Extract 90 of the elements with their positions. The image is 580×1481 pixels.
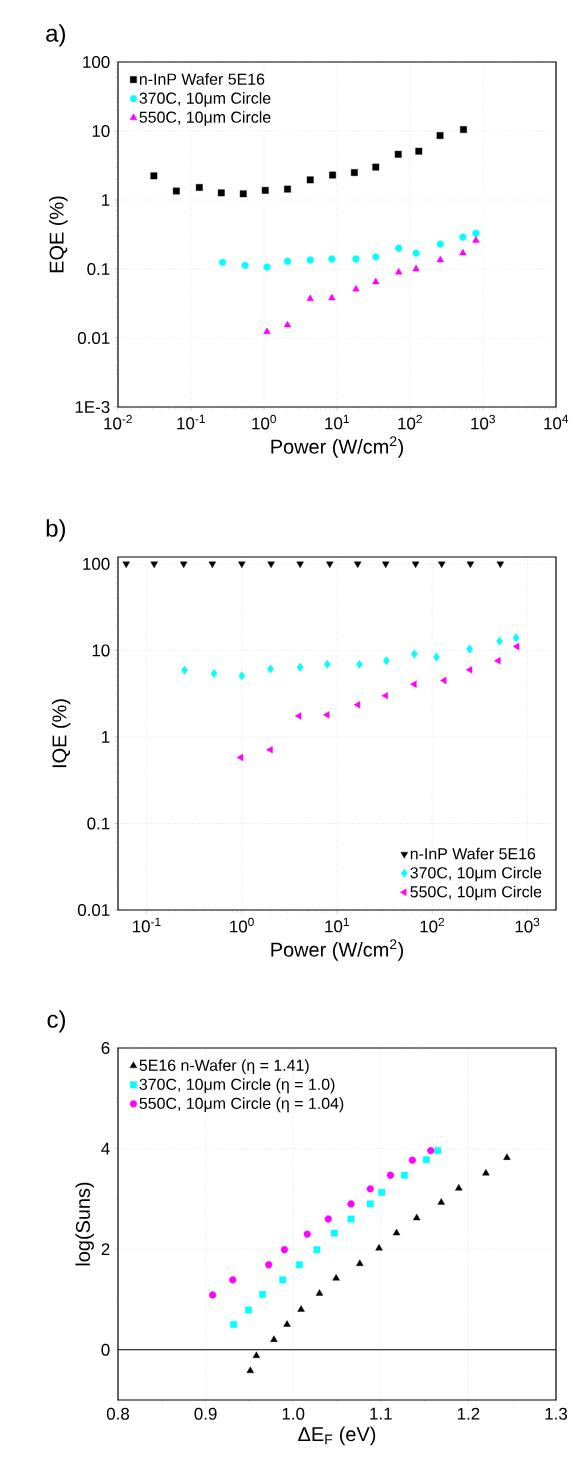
point xyxy=(252,1351,261,1358)
point xyxy=(209,1291,217,1299)
x-tick-label: 1.0 xyxy=(282,1407,305,1420)
y-tick-label: 0.01 xyxy=(77,332,110,345)
x-tick-label: 0.9 xyxy=(194,1407,217,1420)
y-axis-title: IQE (%) xyxy=(51,699,71,768)
point xyxy=(434,1147,442,1155)
point xyxy=(427,1147,435,1155)
chart-title: a) xyxy=(46,24,65,47)
x-tick-label: 10$^{-2}$ xyxy=(104,414,132,430)
point xyxy=(332,1274,340,1281)
point xyxy=(265,1261,273,1269)
point xyxy=(297,1305,305,1312)
point xyxy=(230,1321,238,1328)
y-tick-label: 1 xyxy=(102,731,110,743)
x-tick-label: 10$^{3}$ xyxy=(471,414,495,430)
point xyxy=(245,1306,252,1314)
legend-label: 370C, 10μm Circle xyxy=(410,866,542,882)
point xyxy=(295,1261,303,1269)
y-tick-label: 100 xyxy=(83,56,110,69)
point xyxy=(386,1171,395,1179)
y-tick-label: 0.1 xyxy=(87,263,110,276)
x-tick-label: 10$^{3}$ xyxy=(515,917,540,933)
x-axis-title: Power (W/cm$^{2}$) xyxy=(271,436,403,458)
legend-label: n-InP Wafer 5E16 xyxy=(139,73,265,85)
y-tick-label: 1 xyxy=(102,194,110,206)
x-tick-label: 1.1 xyxy=(370,1407,392,1420)
legend-label: 370C, 10μm Circle xyxy=(139,92,271,107)
legend-label: 550C, 10μm Circle xyxy=(410,885,542,901)
y-tick-label: 0.01 xyxy=(77,904,110,917)
x-axis-title: Power (W/cm$^{2}$) xyxy=(271,939,403,961)
y-tick-label: 0.1 xyxy=(87,817,110,830)
x-tick-label: 10$^{4}$ xyxy=(544,414,569,430)
point xyxy=(375,1243,383,1251)
y-axis-title: log(Suns) xyxy=(75,1182,94,1266)
legend-label: n-InP Wafer 5E16 xyxy=(410,847,536,860)
y-tick-label: 10 xyxy=(92,644,110,657)
y-tick-label: 2 xyxy=(101,1243,110,1256)
y-tick-label: 4 xyxy=(101,1142,110,1155)
point xyxy=(347,1215,355,1223)
point xyxy=(356,1259,364,1266)
point xyxy=(347,1200,355,1208)
x-tick-label: 10$^{1}$ xyxy=(325,414,349,430)
y-tick-label: 1E-3 xyxy=(75,401,110,414)
chart-title: c) xyxy=(47,1010,65,1033)
point xyxy=(455,1184,463,1191)
point xyxy=(437,1198,445,1205)
x-tick-label: 1.2 xyxy=(457,1407,480,1420)
point xyxy=(229,1276,237,1284)
legend-label: 370C, 10μm Circle (η = 1.0) xyxy=(139,1078,335,1094)
x-tick-label: 10$^{2}$ xyxy=(398,414,422,430)
point xyxy=(280,1246,289,1254)
y-tick-label: 10 xyxy=(92,125,110,138)
y-tick-label: 100 xyxy=(83,557,110,570)
chart-title: b) xyxy=(46,519,65,542)
y-axis-title: EQE (%) xyxy=(49,196,68,273)
point xyxy=(392,1228,401,1236)
legend-label: 550C, 10μm Circle xyxy=(139,111,271,126)
x-tick-label: 10$^{-1}$ xyxy=(177,414,205,430)
point xyxy=(283,1320,291,1327)
point xyxy=(270,1335,278,1342)
y-tick-label: 0 xyxy=(101,1343,110,1356)
point xyxy=(482,1169,490,1176)
x-tick-label: 10$^{-1}$ xyxy=(133,917,161,933)
point xyxy=(378,1188,386,1196)
x-tick-label: 0.8 xyxy=(106,1407,130,1420)
point xyxy=(422,1156,430,1164)
point xyxy=(279,1276,287,1284)
point xyxy=(413,1213,421,1221)
x-tick-label: 1.3 xyxy=(545,1407,568,1420)
point xyxy=(313,1246,321,1254)
x-tick-label: 10$^{0}$ xyxy=(252,414,276,430)
legend-label: 550C, 10μm Circle (η = 1.04) xyxy=(139,1097,344,1113)
point xyxy=(366,1185,374,1193)
x-tick-label: 10$^{2}$ xyxy=(420,917,445,933)
point xyxy=(401,1171,408,1179)
point xyxy=(259,1291,266,1298)
point xyxy=(330,1229,338,1237)
point xyxy=(303,1230,311,1238)
point xyxy=(408,1156,416,1164)
x-tick-label: 10$^{1}$ xyxy=(325,917,349,933)
legend-label: 5E16 n-Wafer (η = 1.41) xyxy=(139,1059,309,1075)
y-tick-label: 6 xyxy=(101,1042,110,1055)
point xyxy=(246,1366,254,1374)
point xyxy=(315,1289,324,1296)
x-tick-label: 10$^{0}$ xyxy=(230,917,254,933)
point xyxy=(324,1215,332,1223)
point xyxy=(503,1153,511,1160)
x-axis-title: ΔE$_{F}$ (eV) xyxy=(298,1426,376,1446)
point xyxy=(366,1200,374,1208)
